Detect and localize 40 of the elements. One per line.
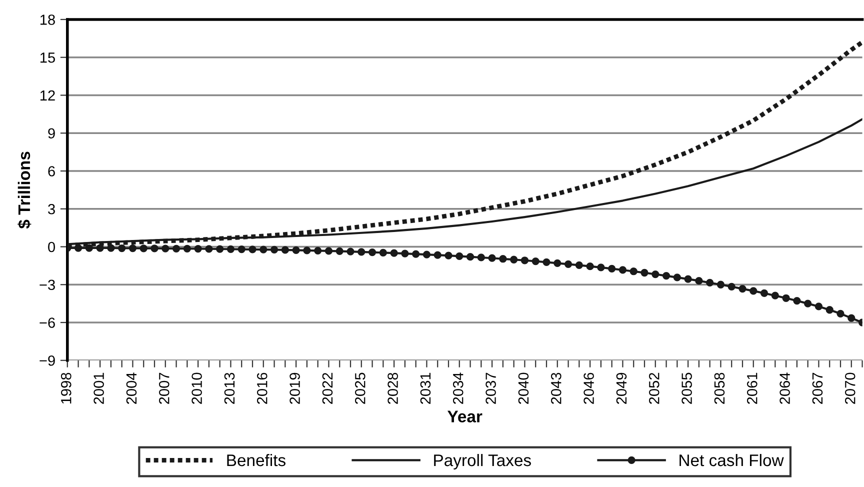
x-tick-label: 2034: [452, 372, 464, 404]
x-tick-label: 2058: [714, 372, 725, 404]
x-tick-label: 2031: [420, 372, 431, 404]
x-axis-title: Year: [448, 410, 482, 422]
x-tick-label: 2016: [256, 372, 268, 404]
y-tick-label: 9: [48, 128, 55, 139]
x-tick-label: 2070: [844, 372, 856, 404]
legend-label: Benefits: [227, 454, 286, 466]
x-tick-label: 2022: [322, 372, 333, 404]
y-tick-label: −6: [40, 318, 55, 328]
y-tick-label: 3: [48, 204, 55, 214]
x-tick-label: 2043: [550, 372, 562, 404]
x-tick-label: 2055: [682, 372, 692, 404]
x-tick-label: 2019: [290, 372, 300, 404]
x-tick-label: 1998: [60, 372, 72, 404]
y-tick-label: 15: [40, 52, 55, 63]
y-tick-label: 6: [48, 166, 55, 176]
y-tick-label: 12: [40, 90, 55, 101]
x-tick-label: 2025: [354, 372, 366, 404]
x-tick-label: 2061: [746, 372, 758, 404]
x-tick-label: 2010: [192, 372, 202, 404]
y-tick-label: −9: [40, 355, 55, 366]
y-tick-label: −3: [40, 280, 55, 290]
x-tick-label: 2049: [616, 372, 627, 404]
x-tick-label: 2040: [518, 372, 529, 404]
x-tick-label: 2046: [584, 372, 594, 404]
x-tick-label: 2067: [812, 372, 823, 404]
y-tick-label: 18: [40, 14, 55, 25]
y-tick-label: 0: [48, 242, 56, 252]
legend-label: Payroll Taxes: [434, 454, 531, 470]
x-tick-label: 2028: [388, 372, 398, 404]
x-tick-label: 2007: [158, 372, 170, 404]
legend-label: Net cash Flow: [680, 454, 784, 466]
x-tick-label: 2052: [648, 372, 660, 404]
x-tick-label: 2037: [486, 372, 496, 404]
x-tick-label: 2004: [126, 372, 137, 404]
x-tick-label: 2013: [224, 372, 235, 404]
x-tick-label: 2001: [94, 372, 104, 404]
x-tick-label: 2064: [780, 372, 790, 404]
y-axis-title: $ Trillions: [18, 152, 32, 229]
